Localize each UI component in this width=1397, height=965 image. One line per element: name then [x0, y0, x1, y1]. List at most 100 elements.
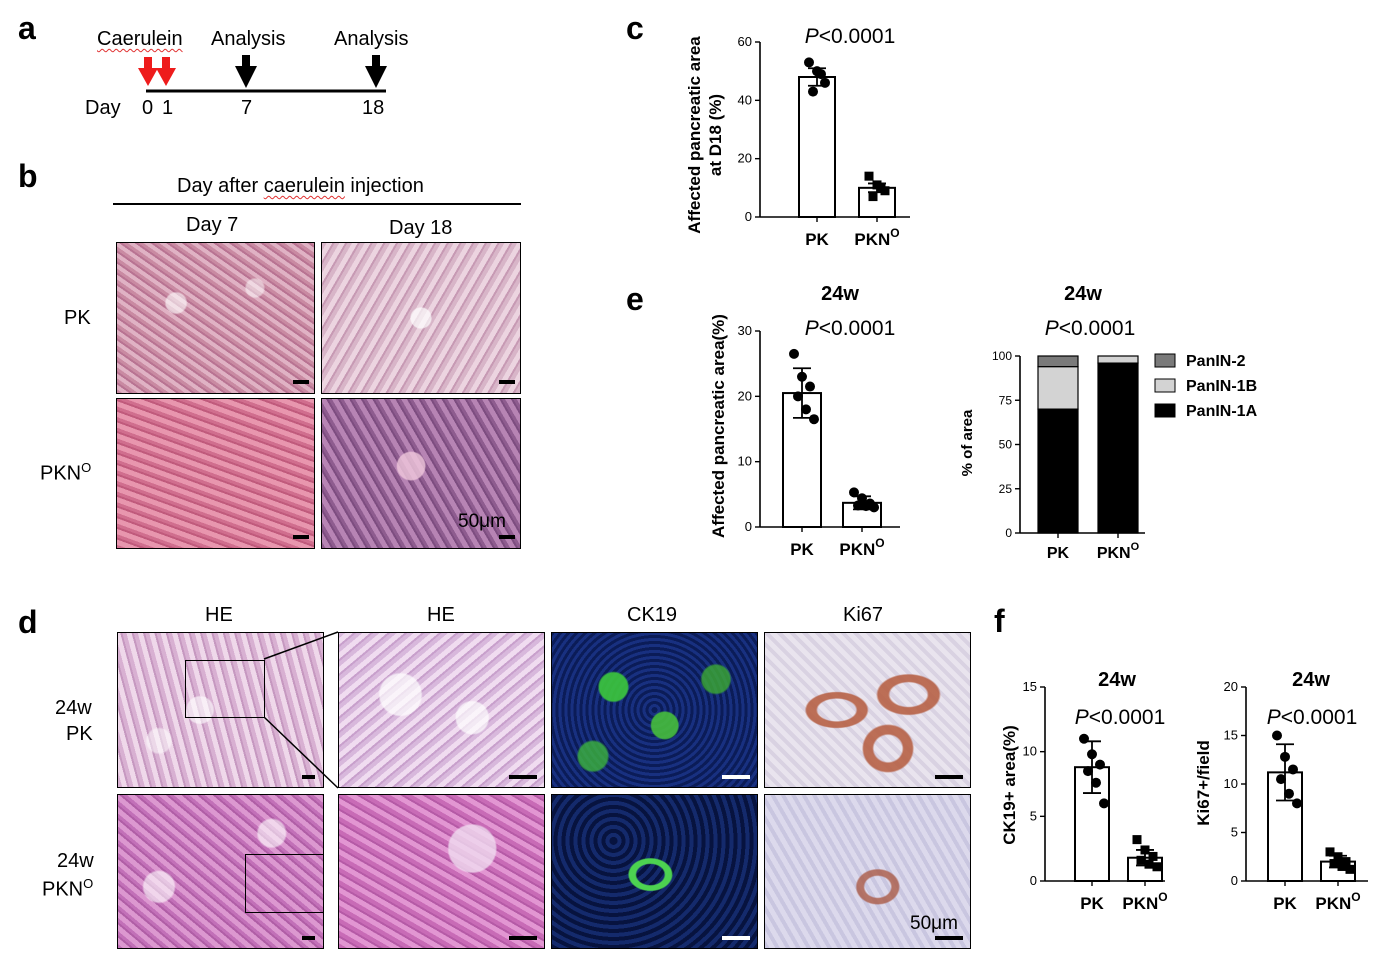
y-axis-label: CK19+ area(%)	[1000, 725, 1019, 845]
data-point	[805, 381, 815, 392]
scale-bar	[293, 535, 309, 539]
micrograph-ki67-pk	[764, 632, 971, 788]
panel-label-d: d	[18, 604, 38, 640]
category-label: PK	[805, 230, 829, 249]
data-point	[1132, 835, 1142, 845]
category-label: PKNO	[1122, 890, 1167, 913]
data-point	[868, 192, 878, 202]
data-point	[1280, 751, 1290, 762]
y-tick-label: 30	[738, 323, 752, 338]
scale-bar	[293, 380, 309, 384]
stacked-segment-panin-1a	[1097, 362, 1139, 534]
data-point	[861, 501, 871, 512]
p-value-label: P<0.0001	[805, 317, 896, 340]
data-point	[1329, 859, 1339, 869]
y-axis-label: % of area	[959, 409, 976, 476]
micrograph-he-pkn-zoom	[338, 794, 545, 949]
legend-swatch	[1154, 353, 1176, 368]
data-point	[1337, 861, 1347, 871]
row-24w-pkn-label-1: 24w	[57, 850, 94, 872]
zoom-inset-box	[185, 660, 265, 718]
data-point	[809, 414, 819, 425]
y-tick-label: 0	[745, 519, 752, 534]
data-point	[1079, 733, 1089, 744]
col-he-label-2: HE	[427, 604, 455, 626]
data-point	[820, 77, 830, 88]
y-tick-label: 75	[999, 393, 1013, 407]
data-point	[869, 502, 879, 513]
y-tick-label: 10	[1023, 744, 1037, 759]
data-point	[864, 171, 874, 181]
data-point	[808, 86, 818, 97]
col-day18-label: Day 18	[389, 217, 453, 239]
stacked-segment-panin-2	[1037, 355, 1079, 368]
panel-label-e: e	[626, 281, 644, 317]
caerulein-arrow-day1	[156, 57, 176, 86]
scale-bar	[935, 936, 963, 940]
data-point	[1087, 749, 1097, 760]
p-value-label: P<0.0001	[1045, 317, 1136, 340]
timeline-diagram	[138, 55, 387, 93]
y-tick-label: 20	[1224, 679, 1238, 694]
y-tick-label: 15	[1023, 679, 1037, 694]
scale-bar	[509, 775, 537, 779]
data-point	[793, 391, 803, 402]
p-value-label: P<0.0001	[1075, 706, 1166, 729]
category-label: PK	[1047, 545, 1070, 562]
analysis-label-2: Analysis	[334, 28, 409, 50]
y-tick-label: 10	[1224, 776, 1238, 791]
data-point	[1276, 774, 1286, 785]
micrograph-pkn-day7	[116, 398, 315, 549]
legend-label: PanIN-1A	[1186, 403, 1258, 420]
scale-bar	[302, 775, 315, 779]
micrograph-ki67-pkn: 50μm	[764, 794, 971, 949]
data-point	[1325, 847, 1335, 857]
category-label: PKNO	[839, 536, 884, 559]
y-axis-label: Ki67+/field	[1194, 740, 1213, 826]
panel-label-c: c	[626, 10, 644, 46]
col-day7-label: Day 7	[186, 214, 239, 236]
data-point	[876, 183, 886, 193]
data-point	[1136, 855, 1146, 865]
legend-swatch	[1154, 378, 1176, 393]
legend-swatch	[1154, 403, 1176, 418]
caerulein-label: Caerulein	[97, 28, 183, 50]
day-18-label: 18	[362, 97, 385, 119]
y-tick-label: 25	[999, 482, 1013, 496]
scale-label: 50μm	[458, 511, 506, 532]
micrograph-ck19-pkn	[551, 794, 758, 949]
chart-title: 24w	[1098, 669, 1136, 691]
micrograph-he-pkn-overview	[117, 794, 324, 949]
y-tick-label: 0	[1030, 873, 1037, 888]
panel-label-a: a	[18, 10, 36, 46]
y-tick-label: 5	[1231, 825, 1238, 840]
y-tick-label: 0	[1231, 873, 1238, 888]
legend-label: PanIN-2	[1186, 353, 1246, 370]
category-label: PKNO	[1315, 890, 1360, 913]
panel-b-header: Day after caerulein injection	[177, 175, 424, 197]
data-point	[1288, 764, 1298, 775]
y-axis-label: Affected pancreatic area	[685, 36, 704, 234]
micrograph-pk-day7	[116, 242, 315, 394]
data-point	[816, 69, 826, 80]
zoom-inset-box	[245, 854, 323, 913]
micrograph-ck19-pk	[551, 632, 758, 788]
scale-bar	[722, 936, 750, 940]
y-tick-label: 0	[1005, 526, 1012, 540]
row-24w-pkn-label-2: PKNO	[42, 876, 94, 901]
analysis-arrow-day18	[365, 55, 387, 88]
y-tick-label: 0	[745, 209, 752, 224]
scale-bar	[499, 380, 515, 384]
data-point	[1284, 788, 1294, 799]
micrograph-pkn-day18: 50μm	[321, 398, 521, 549]
y-tick-label: 5	[1030, 808, 1037, 823]
category-label: PK	[790, 540, 814, 559]
data-point	[1272, 730, 1282, 741]
day-1-label: 1	[162, 97, 174, 119]
data-point	[1341, 857, 1351, 867]
stacked-segment-panin-1b	[1037, 366, 1079, 410]
scale-bar	[499, 535, 515, 539]
chart-title: 24w	[1292, 669, 1330, 691]
scale-bar	[509, 936, 537, 940]
caerulein-arrow-day0	[138, 57, 158, 86]
